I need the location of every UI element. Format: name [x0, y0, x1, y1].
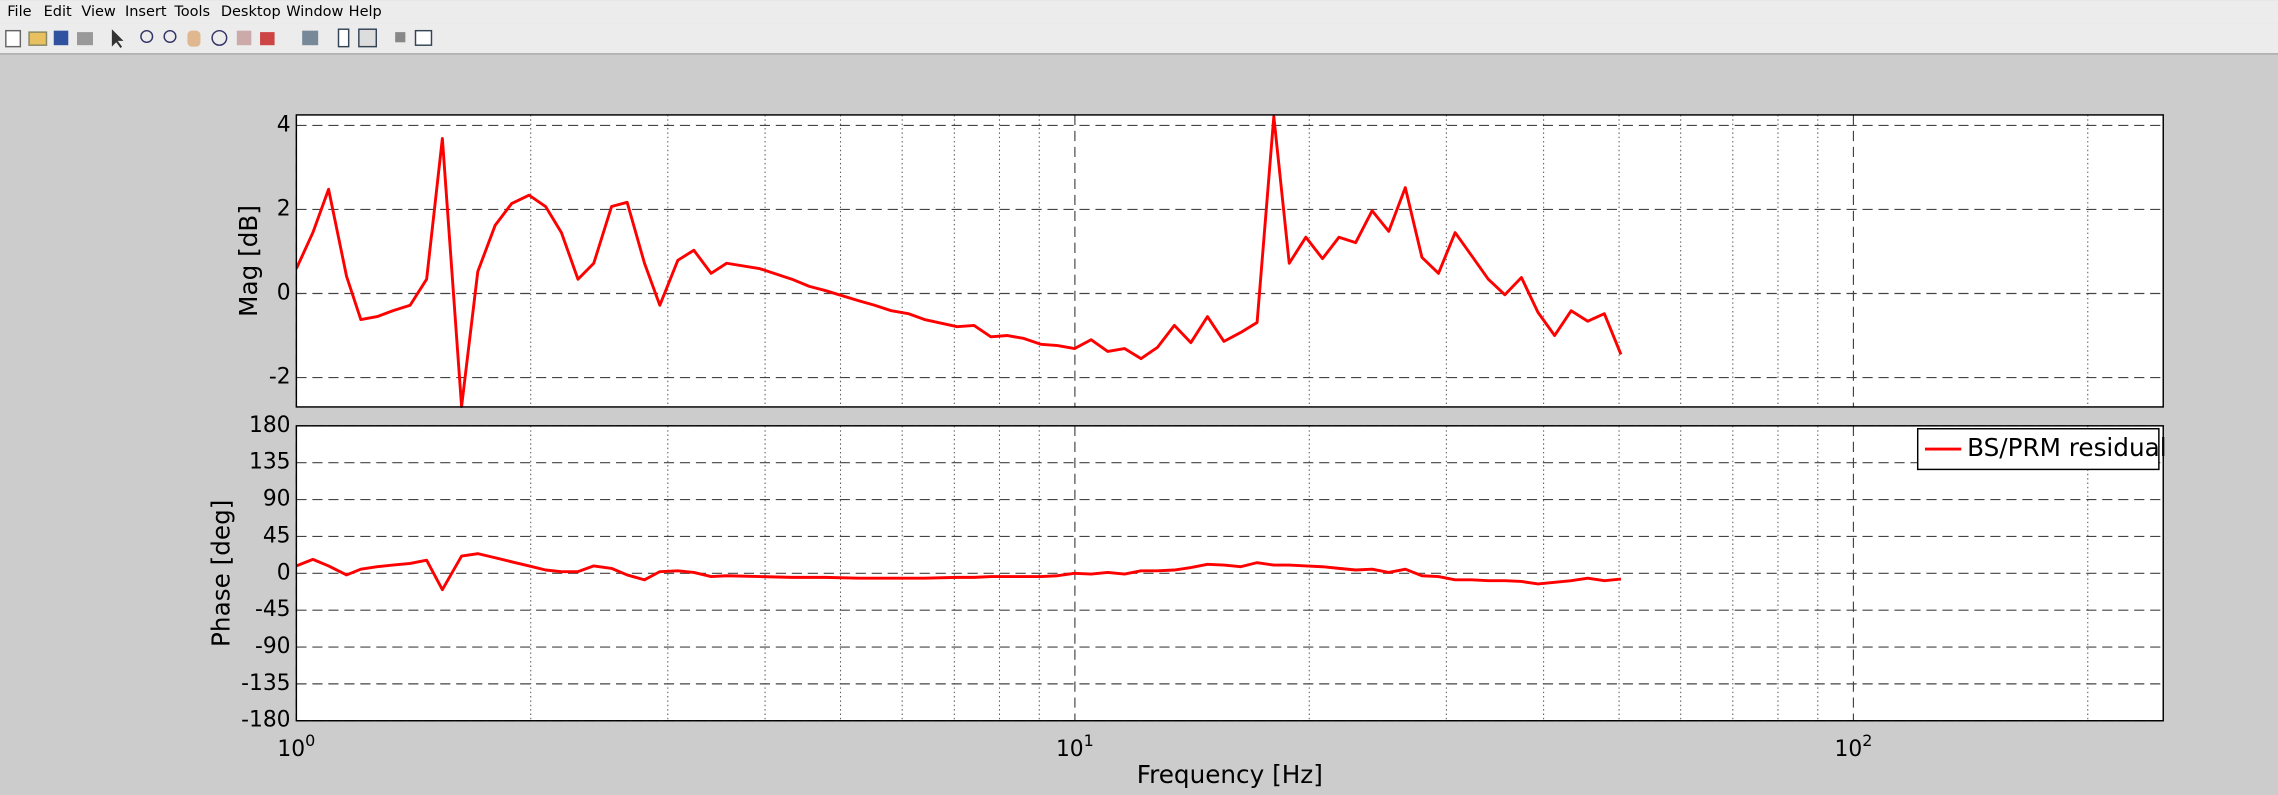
menu-item[interactable]: Help: [349, 4, 382, 20]
y-tick-label: 45: [263, 523, 291, 548]
y-tick-label: 0: [277, 560, 291, 585]
y-tick-label: 135: [249, 450, 291, 475]
x-tick-base: 10: [277, 737, 305, 762]
pan-icon[interactable]: [187, 30, 201, 47]
menu-item[interactable]: File: [7, 4, 31, 20]
axes-border: [295, 425, 2164, 722]
data-line: [296, 115, 1623, 408]
x-tick-base: 10: [1834, 737, 1862, 762]
print-icon[interactable]: [76, 32, 93, 46]
y-tick-label: -135: [241, 671, 290, 696]
menu-item[interactable]: Window: [286, 4, 343, 20]
y-tick-label: -180: [241, 708, 290, 733]
x-tick-label: 100: [277, 731, 315, 762]
new-icon[interactable]: [5, 29, 22, 48]
show-tools-icon[interactable]: [414, 29, 433, 46]
zoom-out-icon[interactable]: [163, 29, 177, 44]
hide-tools-icon[interactable]: [395, 32, 406, 43]
y-tick-label: 90: [263, 487, 291, 512]
legend-label: BS/PRM residual: [1967, 433, 2167, 462]
x-axis-label: Frequency [Hz]: [1137, 760, 1323, 789]
x-tick-label: 101: [1056, 731, 1094, 762]
menu-item[interactable]: Edit: [44, 4, 72, 20]
colorbar-icon[interactable]: [337, 28, 350, 48]
x-tick-exponent: 2: [1862, 731, 1872, 750]
rotate-icon[interactable]: [211, 29, 228, 46]
link-icon[interactable]: [302, 30, 319, 46]
data-line: [296, 552, 1622, 592]
x-tick-label: 102: [1834, 731, 1872, 762]
menu-item[interactable]: Desktop: [221, 4, 281, 20]
save-icon[interactable]: [53, 30, 69, 46]
open-icon[interactable]: [28, 31, 48, 46]
x-tick-exponent: 0: [305, 731, 315, 750]
axes-background: [296, 114, 2164, 407]
datacursor-icon[interactable]: [236, 30, 252, 46]
axes-border: [295, 114, 2164, 408]
y-tick-label: -45: [255, 597, 291, 622]
y-axis-label: Phase [deg]: [206, 500, 235, 647]
grid: [295, 114, 2164, 407]
select-icon[interactable]: [111, 29, 124, 49]
x-tick-base: 10: [1056, 737, 1084, 762]
y-axis-label: Mag [dB]: [234, 205, 263, 317]
zoom-in-icon[interactable]: [140, 29, 154, 44]
y-tick-label: -2: [269, 365, 291, 390]
menu-item[interactable]: Tools: [173, 4, 210, 20]
toolbar-icons: [5, 28, 433, 49]
y-tick-label: 4: [277, 112, 291, 137]
y-tick-label: -90: [255, 634, 291, 659]
brush-icon[interactable]: [260, 32, 275, 46]
toolbar: [0, 23, 2278, 54]
y-tick-label: 2: [277, 196, 291, 221]
menu-item[interactable]: View: [81, 4, 116, 20]
y-tick-label: 180: [249, 413, 291, 438]
legend-icon[interactable]: [358, 28, 378, 48]
menu-item[interactable]: Insert: [125, 4, 167, 20]
menu-bar: [0, 0, 2278, 24]
x-tick-exponent: 1: [1084, 731, 1094, 750]
y-tick-label: 0: [277, 280, 291, 305]
